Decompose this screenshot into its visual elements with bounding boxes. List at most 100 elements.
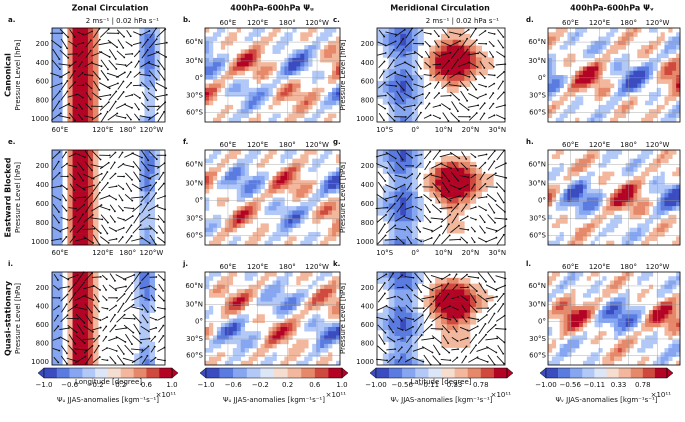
- field-cell: [470, 301, 477, 308]
- field-cell: [579, 66, 584, 72]
- vector-head: [448, 234, 451, 237]
- vector-head: [157, 65, 160, 68]
- field-cell: [276, 210, 281, 216]
- vector-head: [157, 218, 160, 221]
- field-cell: [52, 318, 58, 325]
- field-cell: [617, 206, 623, 211]
- vector-head: [419, 162, 422, 165]
- field-cell: [660, 188, 665, 194]
- field-cell: [637, 180, 642, 185]
- field-cell: [72, 86, 78, 93]
- field-cell: [93, 63, 99, 70]
- field-cell: [648, 57, 654, 63]
- wind-vector: [422, 324, 432, 334]
- field-cell: [232, 154, 238, 159]
- field-cell: [336, 66, 341, 72]
- column-title: Meridional Circulation: [390, 4, 490, 13]
- wind-vector: [394, 102, 405, 111]
- field-cell: [458, 209, 465, 216]
- field-cell: [411, 341, 419, 348]
- field-cell: [548, 87, 553, 93]
- field-cell: [288, 210, 293, 216]
- field-cell: [633, 227, 638, 233]
- wind-vector: [67, 53, 77, 55]
- field-cell: [406, 155, 413, 163]
- field-cell: [288, 87, 293, 93]
- wind-vector: [477, 196, 487, 199]
- field-cell: [256, 96, 261, 101]
- vector-head: [156, 98, 159, 101]
- field-cell: [208, 158, 214, 164]
- field-cell: [417, 359, 424, 366]
- field-cell: [296, 219, 301, 224]
- field-cell: [208, 322, 214, 328]
- field-cell: [652, 227, 658, 233]
- vector-head: [440, 314, 443, 317]
- field-cell: [400, 150, 407, 157]
- field-cell: [205, 360, 210, 366]
- wind-vector: [51, 91, 61, 101]
- field-cell: [417, 318, 424, 325]
- field-cell: [208, 36, 214, 42]
- field-cell: [144, 69, 150, 76]
- y-tick-label: 400: [36, 59, 49, 67]
- field-cell: [629, 79, 634, 84]
- field-cell: [394, 75, 401, 82]
- wind-vector: [403, 52, 415, 56]
- field-cell: [316, 206, 321, 211]
- field-cell: [240, 348, 246, 353]
- vector-head: [385, 273, 388, 276]
- vector-head: [411, 156, 414, 159]
- vector-head: [114, 172, 117, 175]
- wind-vector: [395, 215, 405, 222]
- field-cell: [382, 167, 389, 175]
- field-cell: [272, 201, 277, 207]
- wind-vector: [101, 347, 108, 352]
- field-cell: [582, 28, 588, 33]
- wind-vector: [458, 102, 469, 111]
- field-cell: [617, 87, 623, 93]
- wind-vector: [133, 93, 141, 99]
- field-cell: [256, 104, 261, 110]
- field-cell: [400, 179, 407, 186]
- panel: [376, 272, 507, 366]
- field-cell: [208, 293, 214, 298]
- field-cell: [400, 215, 407, 222]
- field-cell: [586, 158, 592, 164]
- field-cell: [87, 39, 94, 46]
- field-cell: [660, 117, 665, 123]
- wind-vector: [125, 82, 132, 89]
- field-cell: [280, 197, 285, 203]
- field-cell: [606, 40, 611, 46]
- field-cell: [336, 223, 341, 229]
- field-cell: [292, 206, 297, 211]
- field-cell: [660, 53, 665, 59]
- wind-vector: [60, 80, 68, 91]
- vector-head: [83, 342, 86, 345]
- vector-head: [154, 356, 157, 359]
- y-tick-label: 600: [36, 321, 49, 329]
- field-cell: [582, 158, 588, 164]
- vector-head: [428, 56, 431, 59]
- field-cell: [328, 232, 333, 237]
- field-cell: [296, 339, 301, 345]
- field-cell: [232, 36, 238, 42]
- vector-head: [129, 35, 132, 38]
- field-cell: [575, 184, 580, 190]
- field-cell: [316, 348, 321, 353]
- wind-vector: [387, 314, 394, 323]
- wind-vector: [122, 357, 135, 362]
- vector-head: [82, 41, 85, 44]
- field-cell: [336, 45, 341, 50]
- field-cell: [268, 240, 273, 246]
- vector-head: [447, 282, 450, 285]
- field-cell: [324, 326, 329, 332]
- field-cell: [406, 203, 413, 210]
- field-cell: [232, 339, 238, 345]
- field-cell: [656, 162, 661, 168]
- field-cell: [332, 236, 337, 241]
- field-cell: [320, 214, 325, 220]
- field-cell: [240, 79, 246, 84]
- field-cell: [260, 288, 265, 294]
- wind-vector: [59, 327, 69, 331]
